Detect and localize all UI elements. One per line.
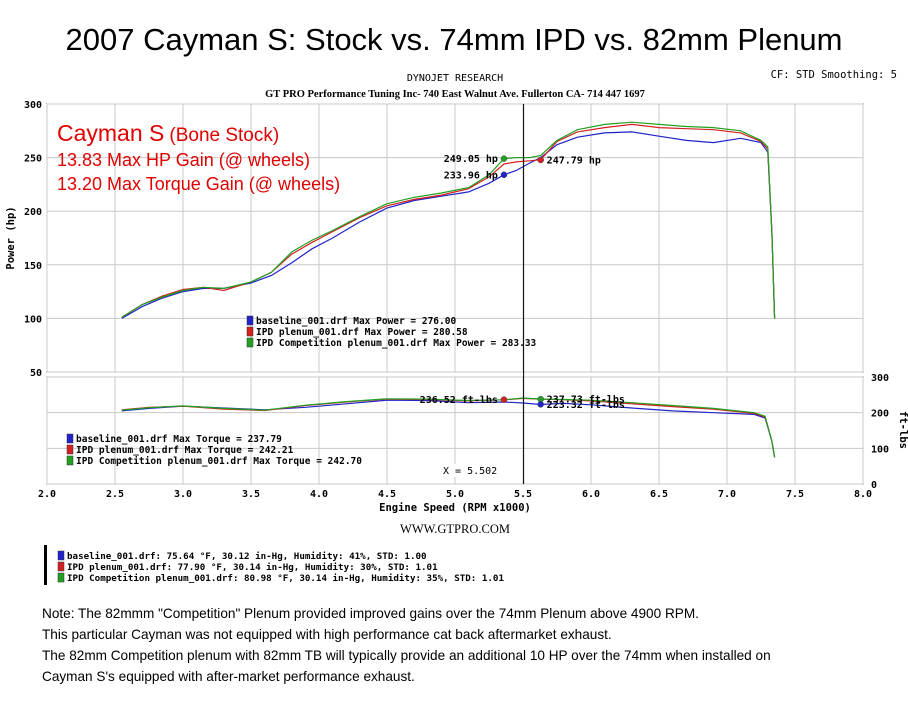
power-ytick-label: 100 <box>24 314 42 325</box>
legend-entry: baseline_001.drf Max Power = 276.00 <box>256 316 456 327</box>
power-grid <box>46 103 864 373</box>
torque-yticks: 0 100 200 300 <box>871 373 889 491</box>
marker-point <box>500 171 508 179</box>
torque-lines <box>121 397 776 458</box>
x-tick-label: 3.5 <box>242 489 260 500</box>
legend-entry: IPD plenum_001.drf Max Power = 280.58 <box>256 327 468 338</box>
marker-label: 247.79 hp <box>547 155 601 166</box>
legend-entry: IPD Competition plenum_001.drf Max Torqu… <box>76 456 362 467</box>
conditions-legend: baseline_001.drf: 75.64 °F, 30.12 in-Hg,… <box>57 550 504 584</box>
legend-swatch-ipd <box>246 326 254 337</box>
marker-label: 236.52 ft-lbs <box>420 395 498 406</box>
x-tick-label: 7.0 <box>718 489 736 500</box>
legend-swatch-ipd <box>66 444 74 455</box>
torque-ytick-label: 300 <box>871 373 889 384</box>
conditions-bar <box>44 545 47 585</box>
legend-swatch-competition <box>246 337 254 348</box>
dyno-chart: DYNOJET RESEARCH GT PRO Performance Tuni… <box>5 69 908 585</box>
x-tick-label: 8.0 <box>854 489 872 500</box>
x-tick-label: 2.0 <box>38 489 56 500</box>
notes: Note: The 82mmm "Competition" Plenum pro… <box>42 603 771 687</box>
torque-ytick-label: 100 <box>871 444 889 455</box>
power-ylabel: Power (hp) <box>5 206 17 269</box>
x-tick-label: 3.0 <box>174 489 192 500</box>
power-ytick-label: 50 <box>30 368 42 379</box>
x-axis-label: Engine Speed (RPM x1000) <box>379 502 531 514</box>
torque-legend: baseline_001.drf Max Torque = 237.79IPD … <box>66 433 362 467</box>
marker-label: 233.96 hp <box>444 170 498 181</box>
cursor-label-bg <box>437 464 521 477</box>
note-line: Cayman S's equipped with after-market pe… <box>42 669 415 684</box>
marker-label: 237.73 ft-lbs <box>547 395 625 406</box>
website-label: WWW.GTPRO.COM <box>400 522 510 536</box>
x-tick-label: 6.0 <box>582 489 600 500</box>
annotation-torque-gain: 13.20 Max Torque Gain (@ wheels) <box>57 174 340 194</box>
power-yticks: 50 100 150 200 250 300 <box>24 100 42 379</box>
legend-entry: IPD plenum_001.drf: 77.90 °F, 30.14 in-H… <box>67 562 438 573</box>
torque-ytick-label: 200 <box>871 409 889 420</box>
marker-point <box>500 396 508 403</box>
power-ytick-label: 200 <box>24 207 42 218</box>
legend-swatch-ipd <box>57 561 65 572</box>
x-tick-label: 5.0 <box>446 489 464 500</box>
legend-swatch-competition <box>57 572 65 583</box>
marker-label: 223.32 ft-lbs <box>547 400 625 411</box>
x-tick-label: 4.0 <box>310 489 328 500</box>
legend-entry: IPD Competition plenum_001.drf Max Power… <box>256 338 537 349</box>
annotation-hp-gain: 13.83 Max HP Gain (@ wheels) <box>57 150 310 170</box>
power-lines <box>121 121 776 319</box>
legend-swatch-baseline <box>66 433 74 444</box>
note-line: Note: The 82mmm "Competition" Plenum pro… <box>42 606 699 621</box>
x-tick-label: 6.5 <box>650 489 668 500</box>
x-tick-label: 7.5 <box>786 489 804 500</box>
x-tick-label: 2.5 <box>106 489 124 500</box>
dyno-header: DYNOJET RESEARCH <box>407 73 503 84</box>
annotation-model: Cayman S (Bone Stock) <box>57 120 279 146</box>
legend-swatch-competition <box>66 455 74 466</box>
marker-point <box>537 156 544 164</box>
marker-label: 249.05 hp <box>444 154 498 165</box>
page-title: 2007 Cayman S: Stock vs. 74mm IPD vs. 82… <box>65 22 843 57</box>
torque-grid <box>46 376 864 485</box>
power-ytick-label: 150 <box>24 261 42 272</box>
torque-ytick-label: 0 <box>871 480 877 491</box>
note-line: The 82mm Competition plenum with 82mm TB… <box>42 648 771 663</box>
power-panel: 50 100 150 200 250 300 Power (hp) 249.05 hp 23… <box>5 100 864 379</box>
settings-label: CF: STD Smoothing: 5 <box>771 69 897 81</box>
marker-point <box>537 401 544 408</box>
legend-swatch-baseline <box>246 315 254 326</box>
legend-swatch-baseline <box>57 550 65 561</box>
x-tick-label: 5.5 <box>514 489 532 500</box>
shop-header: GT PRO Performance Tuning Inc- 740 East … <box>265 89 645 100</box>
power-ytick-label: 300 <box>24 100 42 111</box>
series-line-competition <box>121 397 776 458</box>
x-axis-ticks: 2.0 2.5 3.0 3.5 4.0 4.5 5.0 5.5 6.0 6.5 7.0 7.5 8.0 <box>38 489 872 500</box>
note-line: This particular Cayman was not equipped … <box>42 627 612 642</box>
legend-entry: IPD plenum_001.drf Max Torque = 242.21 <box>76 445 294 456</box>
legend-entry: IPD Competition plenum_001.drf: 80.98 °F… <box>67 573 504 584</box>
legend-entry: baseline_001.drf Max Torque = 237.79 <box>76 434 282 445</box>
legend-entry: baseline_001.drf: 75.64 °F, 30.12 in-Hg,… <box>67 551 427 562</box>
power-ytick-label: 250 <box>24 154 42 165</box>
cursor-label: X = 5.502 <box>443 466 497 477</box>
series-line-ipd <box>121 123 776 319</box>
series-line-competition <box>121 121 776 319</box>
marker-point <box>500 155 508 162</box>
power-markers: 249.05 hp 233.96 hp 247.79 hp <box>444 154 601 181</box>
x-tick-label: 4.5 <box>378 489 396 500</box>
torque-ylabel: ft-lbs <box>897 411 908 449</box>
